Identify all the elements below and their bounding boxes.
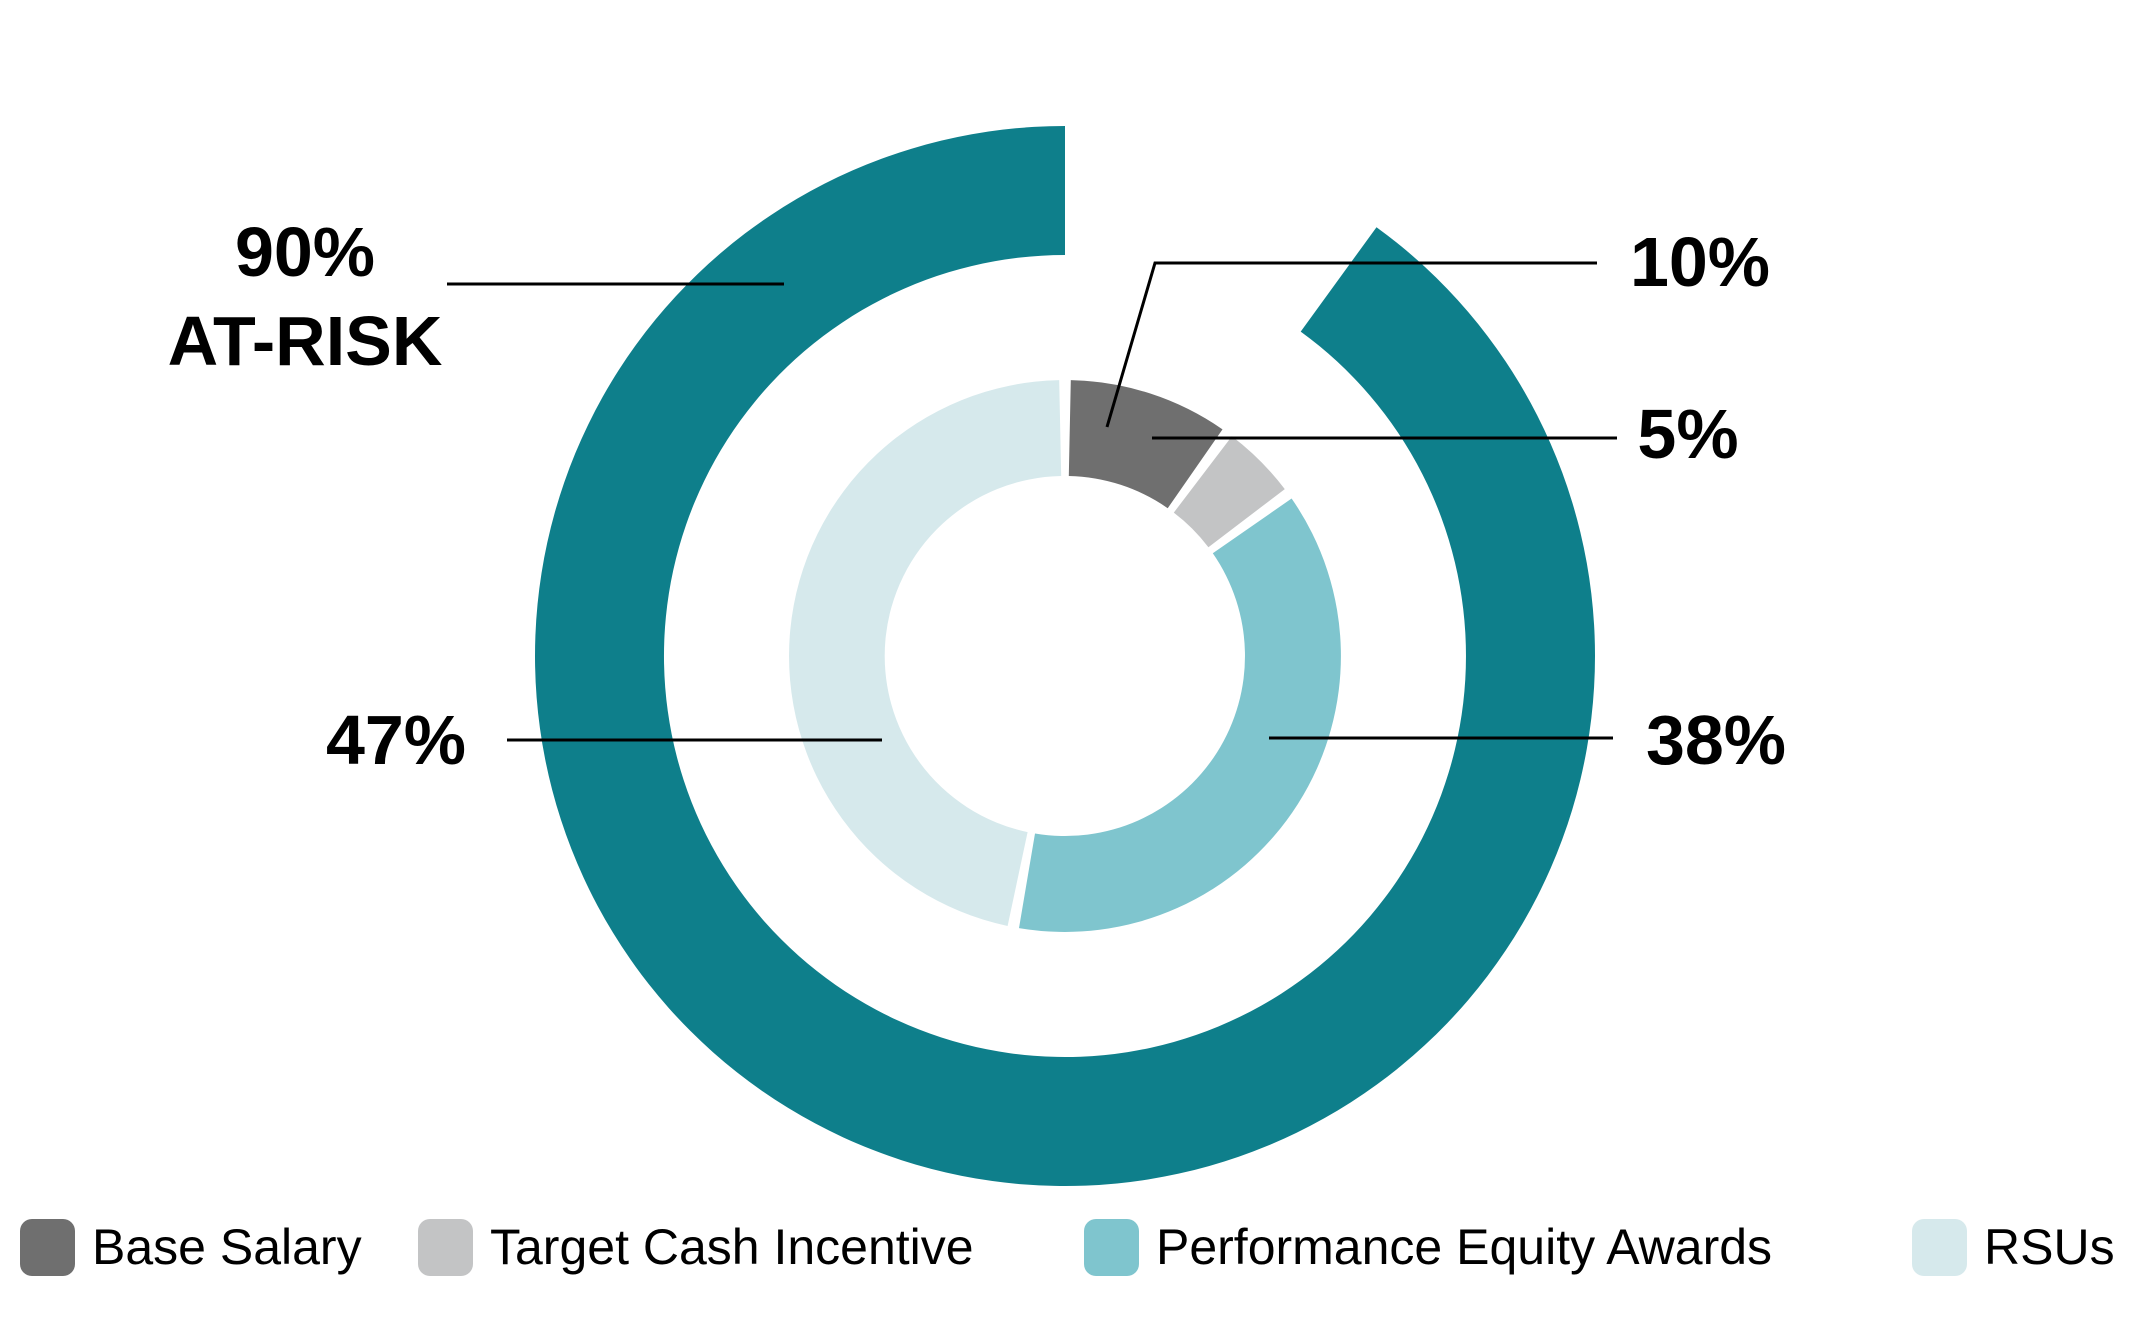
callout-base-salary: 10% <box>1629 223 1771 301</box>
callout-at-risk-value: 90% <box>234 213 376 291</box>
legend-item-performance-equity-awards: Performance Equity Awards <box>1084 1212 1772 1282</box>
legend-swatch-performance-equity-awards <box>1084 1218 1139 1276</box>
callout-at-risk: 90% AT-RISK <box>95 208 515 386</box>
legend-label-performance-equity-awards: Performance Equity Awards <box>1156 1219 1773 1275</box>
legend-swatch-base-salary <box>20 1218 75 1276</box>
segment-target-cash-incentive <box>1173 436 1285 548</box>
legend-label-target-cash-incentive: Target Cash Incentive <box>490 1219 974 1275</box>
legend-swatch-rsus <box>1912 1218 1967 1276</box>
legend-label-base-salary: Base Salary <box>92 1219 362 1275</box>
leader-base-salary <box>1105 261 1597 428</box>
legend-label-rsus: RSUs <box>1984 1219 2115 1275</box>
segment-base-salary <box>1068 380 1223 509</box>
legend: Base Salary Target Cash Incentive Perfor… <box>0 1212 2131 1282</box>
legend-item-target-cash-incentive: Target Cash Incentive <box>418 1212 974 1282</box>
callout-at-risk-label: AT-RISK <box>167 302 443 380</box>
callout-performance-equity-awards: 38% <box>1645 701 1787 779</box>
segment-performance-equity-awards <box>1019 498 1341 932</box>
legend-item-base-salary: Base Salary <box>20 1212 362 1282</box>
callout-target-cash-incentive: 5% <box>1637 395 1739 473</box>
segment-rsus <box>789 380 1062 927</box>
legend-item-rsus: RSUs <box>1912 1212 2115 1282</box>
legend-swatch-target-cash-incentive <box>418 1218 473 1276</box>
callout-rsus: 47% <box>325 701 467 779</box>
